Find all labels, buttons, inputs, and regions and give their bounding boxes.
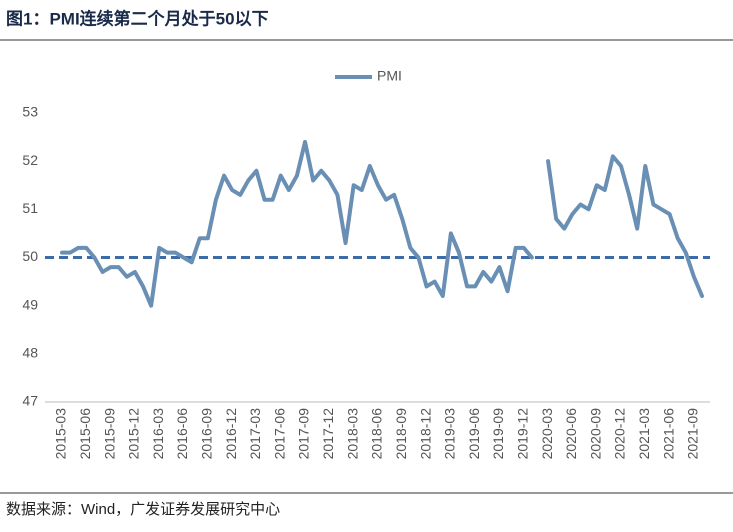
x-tick-label: 2018-06: [369, 408, 385, 460]
y-tick-label: 48: [22, 345, 38, 361]
x-tick-label: 2021-03: [636, 408, 652, 460]
x-tick-label: 2021-09: [685, 408, 701, 460]
x-tick-label: 2020-12: [612, 408, 628, 460]
y-tick-label: 51: [22, 200, 38, 216]
data-line: [546, 154, 704, 299]
x-tick-label: 2018-12: [417, 408, 433, 460]
chart-title: 图1：PMI连续第二个月处于50以下: [6, 8, 269, 28]
x-tick-label: 2017-12: [320, 408, 336, 460]
y-tick-label: 53: [22, 104, 38, 120]
x-tick-label: 2018-03: [344, 408, 360, 460]
x-tick-label: 2017-03: [247, 408, 263, 460]
x-tick-label: 2019-06: [466, 408, 482, 460]
data-line: [60, 139, 534, 308]
x-tick-label: 2019-03: [442, 408, 458, 460]
y-tick-label: 50: [22, 248, 38, 264]
x-tick-label: 2016-09: [199, 408, 215, 460]
x-tick-label: 2017-06: [271, 408, 287, 460]
x-tick-label: 2019-09: [490, 408, 506, 460]
x-tick-label: 2020-09: [587, 408, 603, 460]
x-tick-label: 2015-06: [77, 408, 93, 460]
x-tick-label: 2020-03: [539, 408, 555, 460]
y-tick-label: 52: [22, 152, 38, 168]
x-tick-label: 2016-06: [174, 408, 190, 460]
x-tick-label: 2018-09: [393, 408, 409, 460]
x-tick-label: 2016-03: [150, 408, 166, 460]
legend-label: PMI: [377, 68, 402, 84]
y-tick-label: 49: [22, 296, 38, 312]
x-tick-label: 2021-06: [660, 408, 676, 460]
x-tick-label: 2015-09: [101, 408, 117, 460]
x-tick-label: 2016-12: [223, 408, 239, 460]
source: 数据来源：Wind，广发证券发展研究中心: [6, 501, 280, 518]
x-tick-label: 2015-03: [53, 408, 69, 460]
x-tick-label: 2015-12: [126, 408, 142, 460]
x-tick-label: 2017-09: [296, 408, 312, 460]
x-tick-label: 2019-12: [514, 408, 530, 460]
y-tick-label: 47: [22, 393, 38, 409]
x-tick-label: 2020-06: [563, 408, 579, 460]
